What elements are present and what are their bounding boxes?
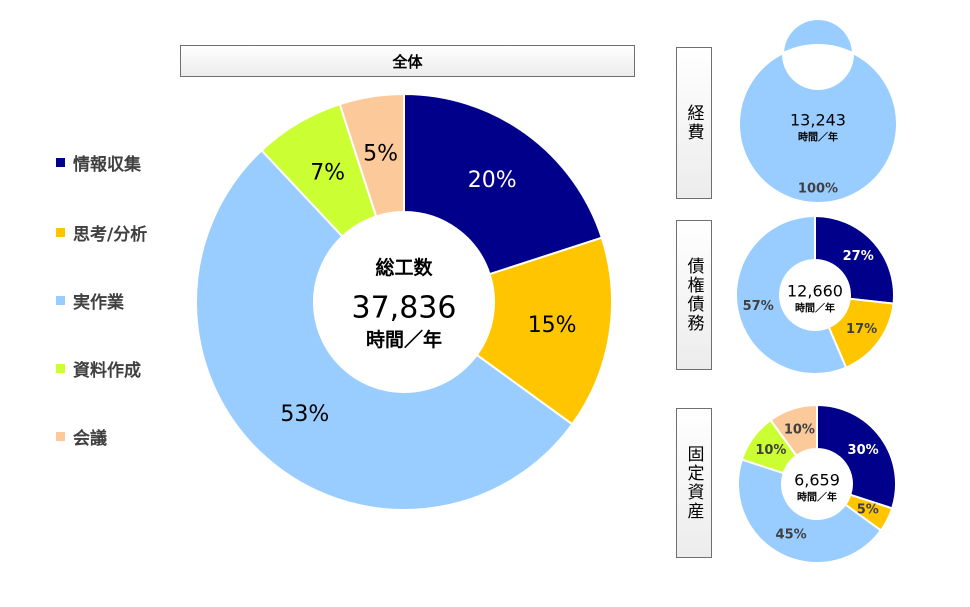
legend-label: 資料作成 (73, 361, 141, 381)
donut-slice (769, 403, 818, 458)
legend-item-analysis: 思考/分析 (56, 220, 147, 245)
legend-swatch (56, 228, 65, 237)
legend-label: 実作業 (73, 293, 124, 313)
donut-slice (403, 92, 604, 276)
data-label: 10% (755, 443, 786, 458)
donut-slice (475, 236, 613, 426)
side-label-saiken-saimu: 債権債務 (676, 220, 712, 370)
center-label: 時間／年 (366, 328, 442, 351)
center-label: 時間／年 (798, 131, 838, 144)
center-label: 13,243 (790, 111, 846, 130)
legend-item-work: 実作業 (56, 288, 124, 313)
legend-swatch (56, 432, 65, 441)
data-label: 17% (846, 322, 877, 337)
side-label-kotei-shisan: 固定資産 (676, 408, 712, 558)
donut-slice (737, 18, 898, 204)
donut-slice (735, 214, 848, 375)
data-label: 5% (363, 141, 398, 166)
donut-slice (814, 214, 895, 305)
legend-label: 情報収集 (73, 155, 141, 175)
data-label: 53% (280, 402, 329, 427)
legend-item-meeting: 会議 (56, 424, 107, 449)
data-label: 100% (798, 182, 838, 197)
donut-slice (338, 92, 405, 218)
data-label: 20% (468, 168, 517, 193)
center-label: 6,659 (794, 471, 840, 490)
data-label: 30% (848, 443, 879, 458)
legend-swatch (56, 364, 65, 373)
data-label: 10% (784, 422, 815, 437)
data-label: 5% (857, 502, 879, 517)
legend-swatch (56, 296, 65, 305)
legend-label: 思考/分析 (73, 225, 148, 245)
data-label: 7% (310, 160, 345, 185)
legend-label: 会議 (73, 429, 107, 449)
main-chart-title: 全体 (180, 45, 635, 77)
center-label: 時間／年 (795, 302, 835, 315)
donut-slice (737, 458, 883, 564)
side-label-keihi: 経費 (676, 47, 712, 199)
donut-slice (816, 403, 897, 510)
legend-item-info: 情報収集 (56, 150, 141, 175)
donut-slice (195, 148, 574, 511)
data-label: 57% (743, 299, 774, 314)
center-label: 37,836 (352, 291, 457, 326)
data-label: 45% (776, 527, 807, 542)
data-label: 27% (843, 249, 874, 264)
data-label: 15% (528, 313, 577, 338)
center-label: 総工数 (375, 256, 433, 279)
center-label: 時間／年 (797, 491, 837, 504)
legend-item-documents: 資料作成 (56, 356, 141, 381)
center-label: 12,660 (787, 282, 843, 301)
legend-swatch (56, 158, 65, 167)
